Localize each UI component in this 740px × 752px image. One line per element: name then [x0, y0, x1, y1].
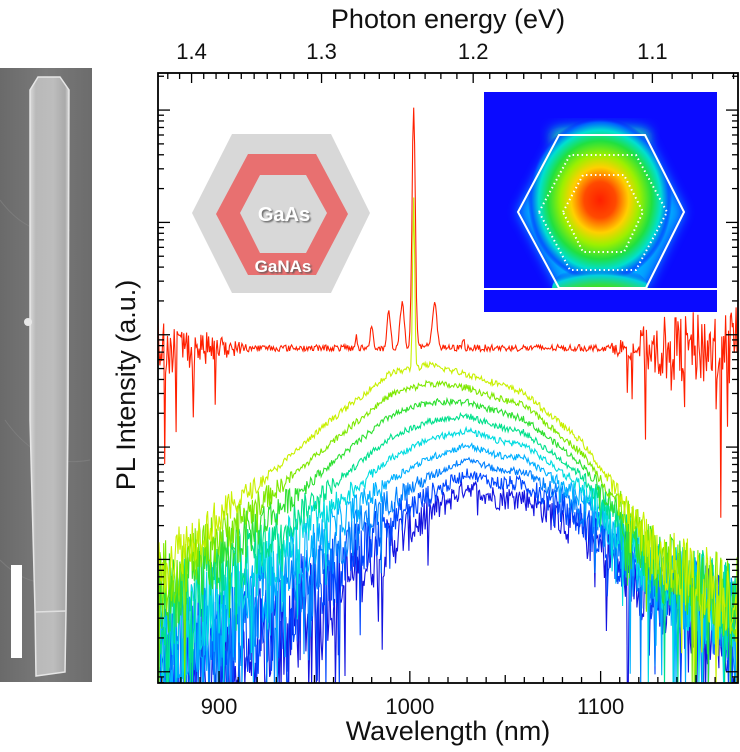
axes: 900 1000 1100 1.4 1.3 1.2 1.1 — [157, 39, 739, 719]
core-shell-schematic-inset: GaAs GaNAs — [192, 134, 370, 293]
sem-nanowire-image — [0, 68, 92, 682]
y-axis-title: PL Intensity (a.u.) — [111, 280, 141, 491]
spectrum-line-4 — [158, 396, 738, 683]
top-tick-label: 1.2 — [458, 39, 489, 64]
top-tick-label: 1.1 — [637, 39, 668, 64]
top-tick-label: 1.3 — [306, 39, 337, 64]
spectrum-line-8 — [158, 456, 738, 683]
gaas-label: GaAs — [258, 204, 310, 226]
x-tick-label: 900 — [201, 694, 238, 719]
x-tick-label: 1100 — [577, 694, 624, 719]
spectra-curves — [158, 107, 738, 683]
top-tick-label: 1.4 — [176, 39, 207, 64]
spectrum-line-6 — [158, 425, 738, 683]
spectrum-line-2 — [158, 197, 738, 683]
x-tick-label: 1000 — [385, 694, 434, 719]
x-axis-title: Wavelength (nm) — [346, 716, 551, 746]
top-axis-title: Photon energy (eV) — [331, 4, 565, 34]
spectrum-line-7 — [158, 442, 738, 683]
plot-border — [157, 72, 739, 684]
ganas-label: GaNAs — [255, 257, 312, 276]
scale-bar — [11, 565, 22, 658]
spectrum-line-1 — [158, 107, 738, 518]
mode-profile-inset — [484, 92, 717, 312]
gaas-core-hexagon — [240, 175, 327, 253]
